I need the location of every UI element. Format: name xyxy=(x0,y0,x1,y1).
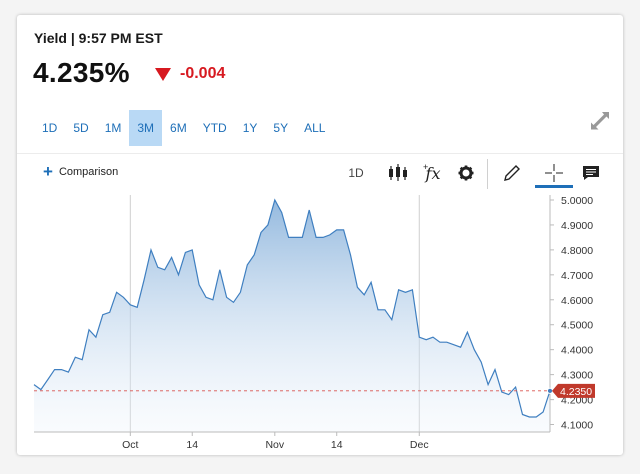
pencil-icon[interactable] xyxy=(501,162,523,184)
y-tick-label: 5.0000 xyxy=(561,195,593,207)
gear-icon[interactable] xyxy=(455,162,477,184)
range-1m[interactable]: 1M xyxy=(104,121,122,135)
y-tick-label: 4.8000 xyxy=(561,245,593,257)
range-1y[interactable]: 1Y xyxy=(242,121,258,135)
yield-change: -0.004 xyxy=(180,65,226,82)
y-tick-label: 4.3000 xyxy=(561,370,593,382)
y-tick-label: 4.7000 xyxy=(561,270,593,282)
range-5y[interactable]: 5Y xyxy=(273,121,289,135)
toolbar-divider xyxy=(487,159,488,189)
range-all[interactable]: ALL xyxy=(304,121,326,135)
indicators-button[interactable]: + fx xyxy=(423,162,441,183)
area-fill xyxy=(34,200,550,432)
plus-icon: + xyxy=(43,162,53,181)
comment-icon[interactable] xyxy=(580,162,602,184)
range-6m[interactable]: 6M xyxy=(170,121,187,135)
range-1d[interactable]: 1D xyxy=(42,121,58,135)
x-tick-label: 14 xyxy=(331,439,343,451)
y-tick-label: 4.6000 xyxy=(561,295,593,307)
divider xyxy=(17,153,623,154)
range-5d[interactable]: 5D xyxy=(73,121,89,135)
expand-icon[interactable] xyxy=(588,109,612,133)
crosshair-icon[interactable] xyxy=(543,162,565,184)
active-tool-indicator xyxy=(535,185,573,188)
y-tick-label: 4.1000 xyxy=(561,420,593,432)
yield-value: 4.235% xyxy=(33,57,130,88)
comparison-button[interactable]: + Comparison xyxy=(43,162,119,181)
x-tick-label: 14 xyxy=(186,439,198,451)
comparison-label: Comparison xyxy=(58,166,119,178)
range-ytd[interactable]: YTD xyxy=(202,121,227,135)
range-3m[interactable]: 3M xyxy=(129,110,163,146)
y-tick-label: 4.5000 xyxy=(561,320,593,332)
down-arrow-icon xyxy=(155,68,171,81)
y-tick-label: 4.9000 xyxy=(561,220,593,232)
x-tick-label: Oct xyxy=(122,439,138,451)
yield-chart[interactable]: 4.10004.20004.30004.40004.50004.60004.70… xyxy=(17,195,623,455)
quote-header: Yield | 9:57 PM EST xyxy=(34,30,163,46)
y-tick-label: 4.4000 xyxy=(561,345,593,357)
fx-icon: fx xyxy=(425,163,441,183)
interval-selector[interactable]: 1D xyxy=(348,166,364,180)
candlestick-icon[interactable] xyxy=(387,162,409,184)
range-selector: 1D 5D 1M 3M 6M YTD 1Y 5Y ALL xyxy=(34,110,333,146)
quote-card: Yield | 9:57 PM EST 4.235% -0.004 1D 5D … xyxy=(17,15,623,455)
last-point-marker xyxy=(546,387,554,394)
x-tick-label: Dec xyxy=(410,439,429,451)
series-line xyxy=(33,198,551,418)
last-value-label: 4.2350 xyxy=(560,386,592,398)
last-value-badge xyxy=(552,383,595,398)
x-tick-label: Nov xyxy=(265,439,284,451)
